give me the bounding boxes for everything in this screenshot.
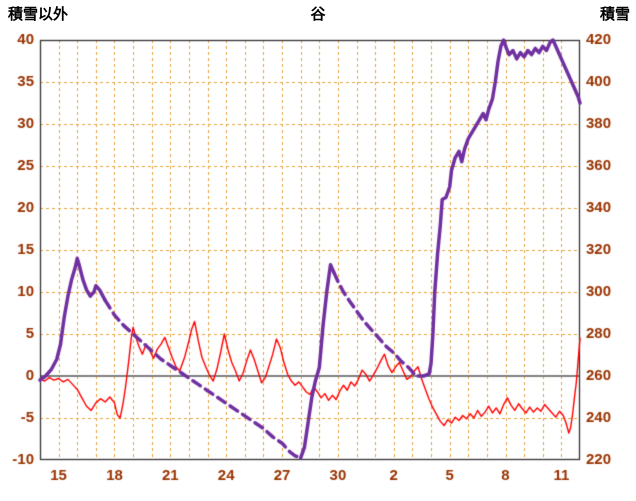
left-axis-title: 積雪以外 [8,6,69,23]
right-axis-title: 積雪 [599,6,630,23]
chart-title: 谷 [310,6,326,23]
